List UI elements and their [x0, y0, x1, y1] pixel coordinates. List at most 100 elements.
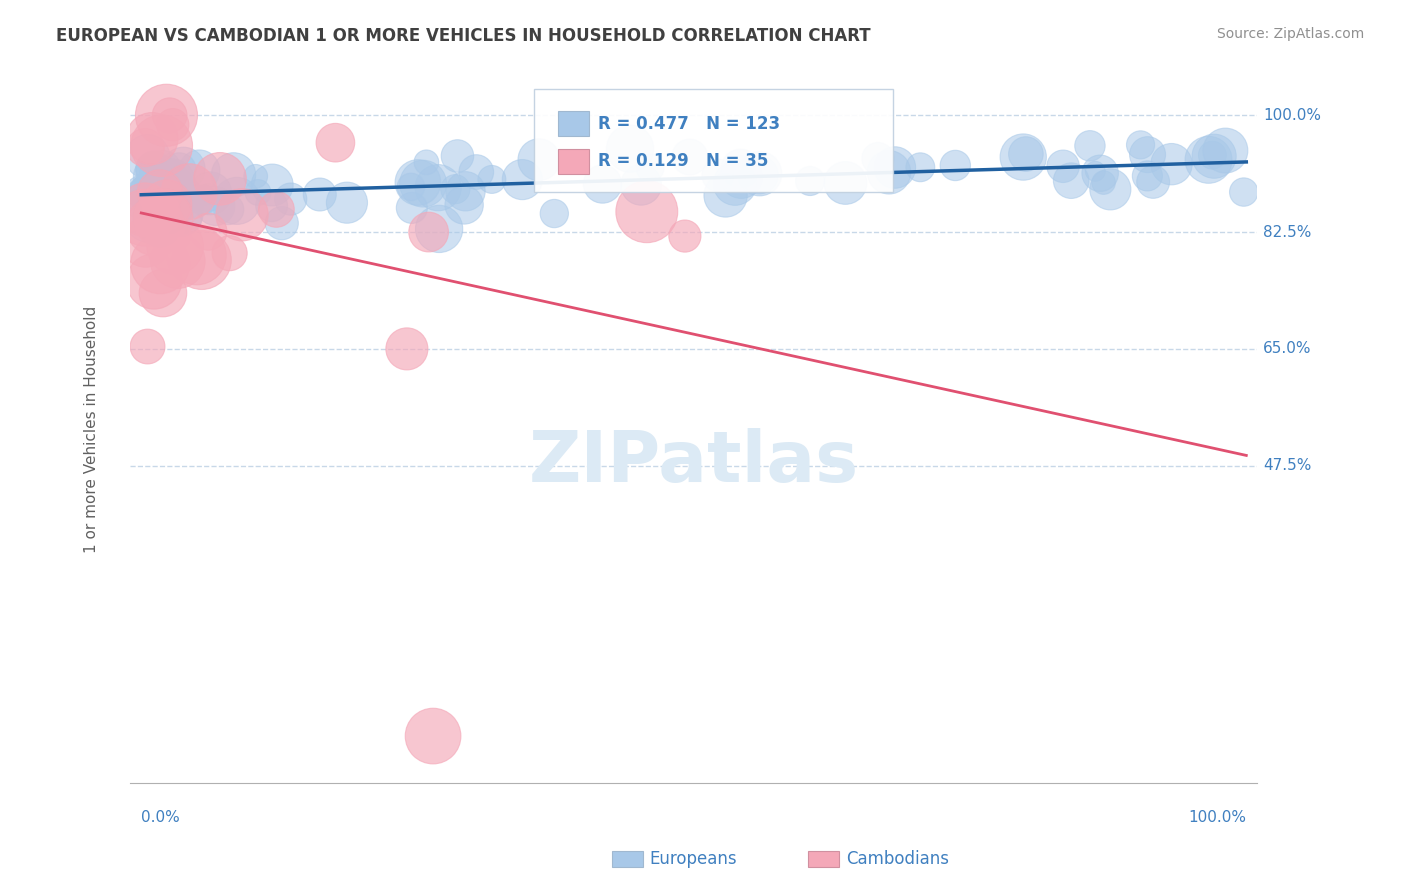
Point	[148, 201, 170, 215]
Point	[152, 190, 174, 204]
Point	[152, 161, 174, 175]
Point	[1099, 182, 1122, 196]
Point	[446, 149, 468, 163]
Point	[218, 202, 240, 217]
Point	[799, 174, 821, 188]
Point	[673, 229, 696, 244]
Point	[679, 150, 702, 164]
Point	[134, 190, 156, 204]
Point	[748, 168, 770, 182]
Point	[1084, 164, 1107, 178]
Point	[155, 173, 177, 187]
Text: 100.0%: 100.0%	[1263, 108, 1320, 123]
Point	[406, 176, 429, 190]
Point	[141, 131, 163, 145]
Point	[465, 165, 488, 179]
Point	[152, 211, 174, 226]
Point	[139, 166, 162, 180]
Point	[834, 176, 856, 190]
Point	[134, 202, 156, 217]
Point	[143, 192, 166, 206]
Text: 65.0%: 65.0%	[1263, 342, 1312, 357]
Point	[134, 183, 156, 197]
Point	[155, 108, 177, 122]
Text: 0.0%: 0.0%	[141, 810, 180, 824]
Point	[427, 222, 450, 236]
Point	[134, 186, 156, 200]
Point	[191, 252, 214, 267]
Point	[422, 729, 444, 743]
Point	[179, 185, 201, 199]
Point	[162, 182, 184, 196]
Point	[162, 192, 184, 206]
Point	[155, 174, 177, 188]
Text: R = 0.129   N = 35: R = 0.129 N = 35	[598, 153, 768, 170]
Point	[1233, 185, 1256, 199]
Point	[156, 186, 179, 200]
Point	[165, 228, 187, 243]
Point	[167, 162, 190, 177]
Point	[1198, 153, 1220, 167]
Point	[730, 161, 752, 176]
Point	[453, 198, 475, 212]
Point	[169, 206, 191, 220]
Point	[218, 246, 240, 260]
Point	[200, 186, 222, 201]
Point	[481, 172, 503, 186]
Point	[139, 205, 162, 219]
Point	[943, 158, 966, 172]
Point	[1052, 159, 1074, 173]
Point	[714, 188, 737, 202]
Point	[197, 191, 219, 205]
Point	[197, 225, 219, 239]
Point	[152, 286, 174, 301]
Point	[262, 178, 284, 192]
Point	[149, 257, 172, 271]
Point	[142, 181, 165, 195]
Point	[173, 199, 195, 213]
Point	[444, 182, 467, 196]
Point	[910, 161, 932, 175]
Point	[143, 219, 166, 234]
Point	[166, 254, 188, 268]
Point	[170, 171, 193, 186]
Point	[748, 167, 770, 181]
Point	[415, 155, 437, 169]
Point	[136, 150, 159, 164]
Point	[153, 170, 176, 185]
Point	[135, 235, 157, 250]
Text: ZIPatlas: ZIPatlas	[529, 428, 859, 497]
Point	[1092, 176, 1115, 190]
Point	[165, 239, 187, 253]
Point	[1015, 147, 1038, 161]
Point	[877, 165, 900, 179]
Text: Source: ZipAtlas.com: Source: ZipAtlas.com	[1216, 27, 1364, 41]
Point	[707, 169, 730, 183]
Point	[153, 219, 176, 233]
Point	[141, 187, 163, 202]
Point	[1142, 175, 1164, 189]
Point	[146, 201, 169, 215]
Point	[325, 136, 347, 150]
Point	[142, 183, 165, 197]
Point	[149, 177, 172, 191]
Point	[163, 186, 186, 200]
Point	[132, 186, 155, 201]
Point	[142, 162, 165, 177]
Point	[883, 161, 905, 175]
Point	[1215, 144, 1237, 158]
Point	[172, 161, 194, 176]
Text: 100.0%: 100.0%	[1188, 810, 1246, 824]
Point	[866, 152, 889, 166]
Text: 82.5%: 82.5%	[1263, 225, 1312, 240]
Point	[156, 183, 179, 197]
Point	[148, 199, 170, 213]
Point	[412, 177, 434, 191]
Point	[149, 181, 172, 195]
Point	[134, 140, 156, 154]
Point	[399, 180, 422, 194]
Point	[1129, 137, 1152, 152]
Point	[204, 199, 226, 213]
Point	[139, 209, 162, 223]
Point	[527, 153, 550, 167]
